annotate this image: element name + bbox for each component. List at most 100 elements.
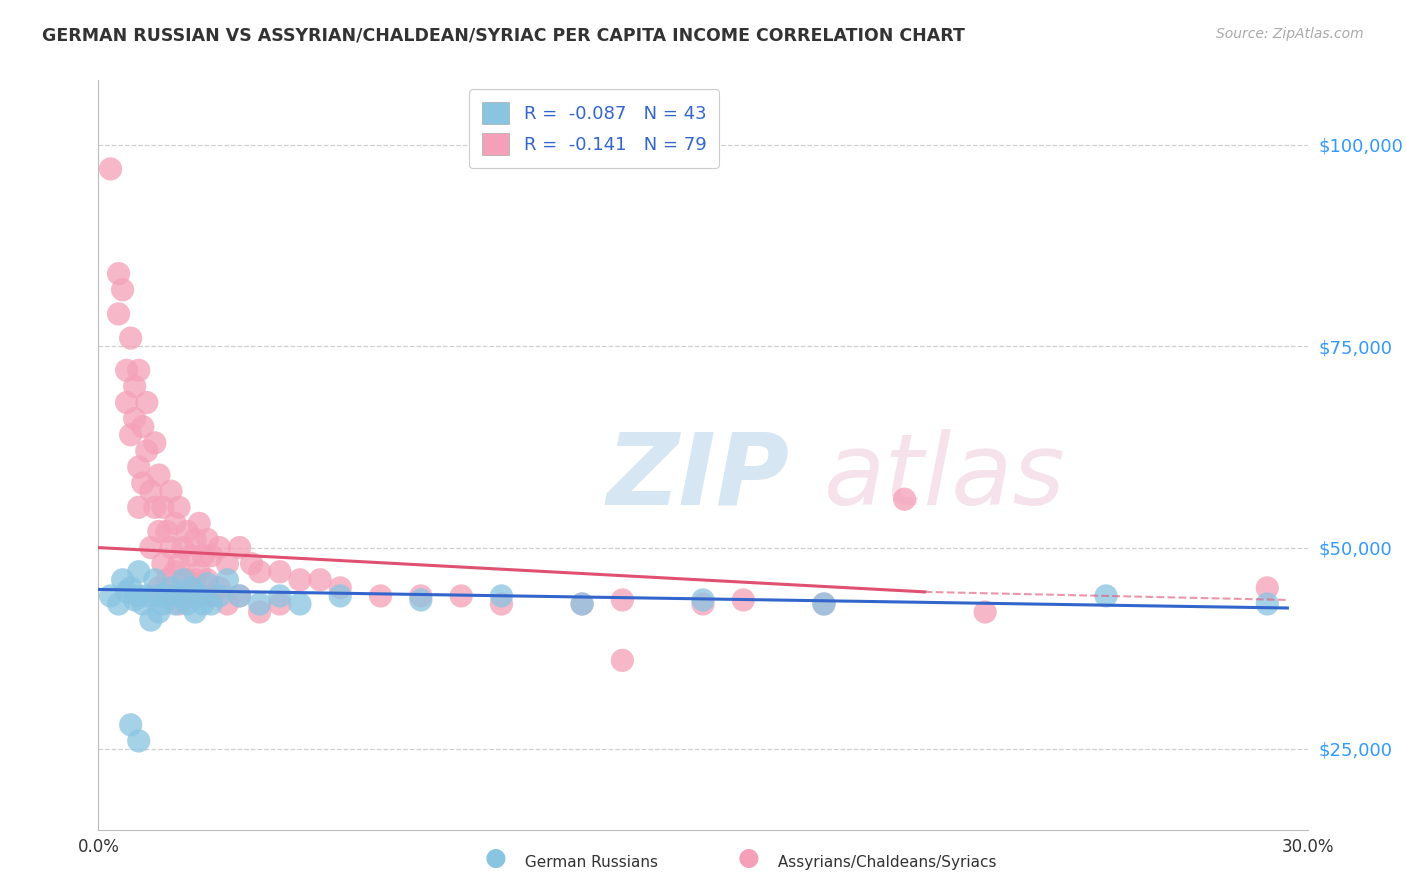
Point (143, 573, 166, 587)
Point (193, 597, 215, 611)
Point (180, 589, 202, 603)
Point (111, 573, 134, 587)
Point (217, 557, 239, 571)
Point (156, 573, 179, 587)
Point (450, 589, 472, 603)
Point (228, 589, 250, 603)
Point (195, 533, 218, 547)
Point (409, 589, 432, 603)
Point (309, 573, 332, 587)
Point (491, 597, 513, 611)
Point (208, 589, 231, 603)
Text: ZIP: ZIP (606, 429, 789, 526)
Point (128, 589, 150, 603)
Point (180, 549, 202, 563)
Point (329, 581, 352, 595)
Point (193, 549, 215, 563)
Point (115, 585, 138, 599)
Point (120, 331, 142, 345)
Point (491, 589, 513, 603)
Text: atlas: atlas (824, 429, 1066, 526)
Point (200, 597, 222, 611)
Point (100, 589, 122, 603)
Point (100, 161, 122, 176)
Point (148, 605, 170, 619)
Point (135, 395, 157, 409)
Point (329, 589, 352, 603)
Point (188, 589, 211, 603)
Point (571, 597, 593, 611)
Point (152, 597, 174, 611)
Point (167, 589, 190, 603)
Point (139, 541, 162, 555)
Point (139, 484, 162, 499)
Point (195, 573, 218, 587)
Point (288, 573, 311, 587)
Point (167, 500, 190, 515)
Point (132, 419, 155, 434)
Point (692, 597, 714, 611)
Point (160, 541, 183, 555)
Point (143, 500, 166, 515)
Point (571, 597, 593, 611)
Point (813, 597, 835, 611)
Point (733, 593, 755, 607)
Point (124, 411, 146, 425)
Point (184, 605, 207, 619)
Point (107, 267, 129, 281)
Point (269, 589, 291, 603)
Point (139, 613, 162, 627)
Point (1256, 597, 1278, 611)
Point (208, 581, 231, 595)
Point (1256, 581, 1278, 595)
Point (176, 524, 198, 539)
Point (612, 653, 634, 667)
Text: ●: ● (737, 846, 759, 870)
Point (692, 593, 714, 607)
Point (128, 363, 150, 377)
Point (893, 492, 915, 507)
Point (188, 516, 211, 531)
Text: Assyrians/Chaldeans/Syriacs: Assyrians/Chaldeans/Syriacs (773, 855, 997, 870)
Point (167, 597, 190, 611)
Point (128, 460, 150, 475)
Point (163, 597, 186, 611)
Point (249, 597, 271, 611)
Point (167, 557, 190, 571)
Point (974, 605, 997, 619)
Point (176, 573, 198, 587)
Point (124, 379, 146, 393)
Point (120, 718, 142, 732)
Point (160, 581, 183, 595)
Point (200, 549, 222, 563)
Point (188, 565, 211, 579)
Point (180, 581, 202, 595)
Point (195, 577, 218, 591)
Point (240, 557, 263, 571)
Point (217, 597, 239, 611)
Point (184, 573, 207, 587)
Point (228, 541, 250, 555)
Point (120, 427, 142, 442)
Point (193, 589, 215, 603)
Point (156, 589, 179, 603)
Point (115, 395, 138, 409)
Point (107, 307, 129, 321)
Point (409, 593, 432, 607)
Point (120, 581, 142, 595)
Point (148, 581, 170, 595)
Point (148, 589, 170, 603)
Point (128, 565, 150, 579)
Point (269, 565, 291, 579)
Point (160, 589, 183, 603)
Point (172, 589, 194, 603)
Point (370, 589, 392, 603)
Point (111, 283, 134, 297)
Point (813, 597, 835, 611)
Point (128, 500, 150, 515)
Text: GERMAN RUSSIAN VS ASSYRIAN/CHALDEAN/SYRIAC PER CAPITA INCOME CORRELATION CHART: GERMAN RUSSIAN VS ASSYRIAN/CHALDEAN/SYRI… (42, 27, 965, 45)
Point (249, 605, 271, 619)
Legend: R =  -0.087   N = 43, R =  -0.141   N = 79: R = -0.087 N = 43, R = -0.141 N = 79 (470, 89, 718, 168)
Point (148, 468, 170, 483)
Point (200, 589, 222, 603)
